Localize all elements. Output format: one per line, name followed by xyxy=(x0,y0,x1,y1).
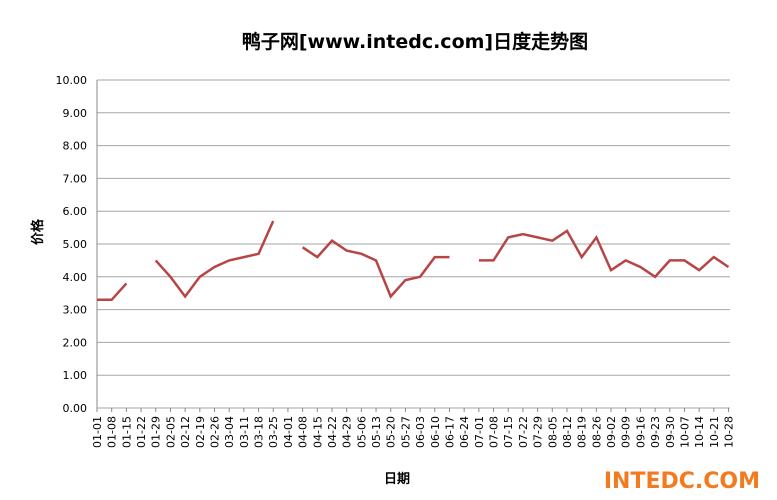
y-tick-label: 3.00 xyxy=(63,304,88,317)
x-tick-label: 05-20 xyxy=(385,416,398,448)
x-tick-label: 10-14 xyxy=(693,416,706,448)
watermark: INTEDC.COM xyxy=(604,469,760,494)
x-tick-label: 10-28 xyxy=(723,416,736,448)
x-tick-label: 02-19 xyxy=(194,416,207,448)
x-tick-label: 06-24 xyxy=(458,416,471,448)
x-tick-label: 09-16 xyxy=(634,416,647,448)
x-tick-label: 04-22 xyxy=(326,416,339,448)
x-tick-label: 09-02 xyxy=(605,416,618,448)
x-tick-label: 04-15 xyxy=(311,416,324,448)
x-tick-label: 04-08 xyxy=(297,416,310,448)
x-tick-label: 05-27 xyxy=(399,416,412,448)
y-tick-label: 0.00 xyxy=(63,402,88,415)
x-tick-label: 01-29 xyxy=(150,416,163,448)
x-tick-label: 07-01 xyxy=(473,416,486,448)
x-tick-label: 01-01 xyxy=(91,416,104,448)
y-tick-label: 6.00 xyxy=(63,205,88,218)
chart-title: 鸭子网[www.intedc.com]日度走势图 xyxy=(242,30,588,53)
x-tick-label: 10-07 xyxy=(678,416,691,448)
x-tick-label: 03-25 xyxy=(267,416,280,448)
x-tick-label: 01-08 xyxy=(106,416,119,448)
y-axis-title: 价格 xyxy=(30,218,46,245)
x-tick-label: 05-13 xyxy=(370,416,383,448)
x-tick-label: 08-19 xyxy=(576,416,589,448)
x-tick-label: 07-15 xyxy=(502,416,515,448)
x-tick-label: 04-01 xyxy=(282,416,295,448)
y-tick-label: 4.00 xyxy=(63,271,88,284)
x-tick-label: 06-03 xyxy=(414,416,427,448)
x-tick-label: 10-21 xyxy=(708,416,721,448)
x-tick-label: 08-26 xyxy=(590,416,603,448)
x-tick-label: 05-06 xyxy=(355,416,368,448)
y-tick-label: 10.00 xyxy=(56,74,88,87)
x-tick-label: 07-08 xyxy=(488,416,501,448)
x-tick-label: 01-22 xyxy=(135,416,148,448)
y-tick-label: 9.00 xyxy=(63,107,88,120)
y-tick-label: 2.00 xyxy=(63,336,88,349)
x-tick-label: 03-04 xyxy=(223,416,236,448)
x-tick-label: 07-22 xyxy=(517,416,530,448)
y-tick-label: 1.00 xyxy=(63,369,88,382)
x-tick-label: 03-18 xyxy=(253,416,266,448)
x-tick-label: 03-11 xyxy=(238,416,251,448)
price-line xyxy=(97,220,730,302)
x-tick-label: 08-12 xyxy=(561,416,574,448)
y-tick-label: 5.00 xyxy=(63,238,88,251)
x-tick-label: 07-29 xyxy=(532,416,545,448)
x-axis-title: 日期 xyxy=(384,472,410,487)
x-tick-label: 06-17 xyxy=(443,416,456,448)
x-tick-label: 08-05 xyxy=(546,416,559,448)
x-tick-label: 02-12 xyxy=(179,416,192,448)
x-tick-label: 02-05 xyxy=(164,416,177,448)
y-tick-label: 8.00 xyxy=(63,140,88,153)
y-tick-label: 7.00 xyxy=(63,172,88,185)
x-tick-label: 02-26 xyxy=(208,416,221,448)
x-tick-label: 01-15 xyxy=(120,416,133,448)
x-tick-label: 06-10 xyxy=(429,416,442,448)
x-tick-label: 04-29 xyxy=(341,416,354,448)
x-tick-label: 09-23 xyxy=(649,416,662,448)
x-tick-label: 09-30 xyxy=(664,416,677,448)
x-tick-label: 09-09 xyxy=(620,416,633,448)
